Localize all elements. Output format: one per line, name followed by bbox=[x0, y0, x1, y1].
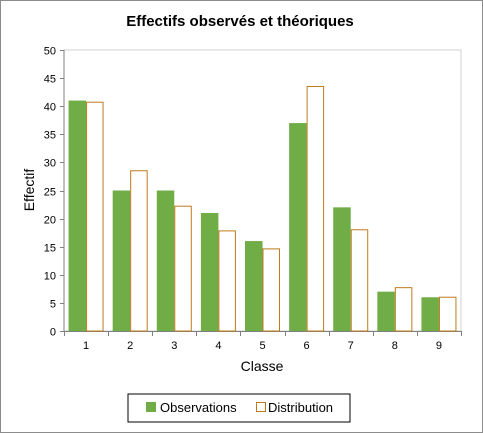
legend: Observations Distribution bbox=[127, 393, 351, 423]
x-tick-label: 1 bbox=[83, 340, 89, 352]
bar-distribution-7 bbox=[350, 229, 369, 332]
bar-distribution-5 bbox=[262, 248, 280, 332]
y-tick-label: 35 bbox=[44, 130, 56, 142]
x-tick-label: 9 bbox=[436, 340, 442, 352]
y-tick-label: 50 bbox=[44, 46, 56, 58]
legend-box bbox=[127, 393, 351, 423]
bar-observations-2 bbox=[112, 190, 131, 331]
y-tick-label: 40 bbox=[44, 102, 56, 114]
bar-observations-1 bbox=[68, 100, 87, 331]
bar-distribution-9 bbox=[438, 296, 457, 332]
legend-swatch-observations bbox=[146, 402, 156, 412]
y-tick-label: 0 bbox=[50, 327, 56, 339]
bar-observations-6 bbox=[289, 123, 307, 331]
y-tick-label: 15 bbox=[44, 243, 56, 255]
bar-observations-9 bbox=[421, 297, 439, 331]
bar-distribution-8 bbox=[394, 287, 413, 332]
legend-swatch-distribution bbox=[256, 402, 266, 412]
y-axis: 0 5 10 15 20 25 30 35 40 45 50 bbox=[44, 46, 65, 339]
x-tick-label: 5 bbox=[259, 340, 265, 352]
x-tick-label: 4 bbox=[215, 340, 221, 352]
y-tick-label: 30 bbox=[44, 158, 56, 170]
bar-distribution-6 bbox=[306, 85, 325, 332]
x-axis-label: Classe bbox=[241, 358, 284, 374]
bar-observations-8 bbox=[377, 291, 395, 331]
bar-observations-5 bbox=[245, 241, 263, 331]
x-tick-label: 3 bbox=[171, 340, 177, 352]
x-tick-label: 2 bbox=[127, 340, 133, 352]
y-tick-label: 25 bbox=[44, 187, 56, 199]
x-tick-label: 7 bbox=[348, 340, 354, 352]
y-axis-label: Effectif bbox=[21, 169, 37, 212]
legend-label-observations: Observations bbox=[160, 400, 237, 415]
chart-title: Effectifs observés et théoriques bbox=[126, 13, 354, 30]
bar-observations-4 bbox=[200, 212, 219, 331]
bars bbox=[68, 85, 457, 332]
y-tick-label: 10 bbox=[44, 271, 56, 283]
bar-distribution-4 bbox=[218, 230, 236, 332]
x-axis: 1 2 3 4 5 6 7 8 9 bbox=[64, 331, 462, 352]
bar-distribution-2 bbox=[130, 170, 148, 332]
bar-distribution-1 bbox=[86, 101, 104, 332]
legend-label-distribution: Distribution bbox=[268, 400, 333, 415]
x-tick-label: 6 bbox=[304, 340, 310, 352]
bar-distribution-3 bbox=[174, 205, 192, 332]
y-tick-label: 20 bbox=[44, 215, 56, 227]
y-tick-label: 45 bbox=[44, 74, 56, 86]
bar-observations-3 bbox=[156, 190, 175, 331]
x-tick-label: 8 bbox=[392, 340, 398, 352]
bar-observations-7 bbox=[333, 207, 351, 331]
y-tick-label: 5 bbox=[50, 299, 56, 311]
